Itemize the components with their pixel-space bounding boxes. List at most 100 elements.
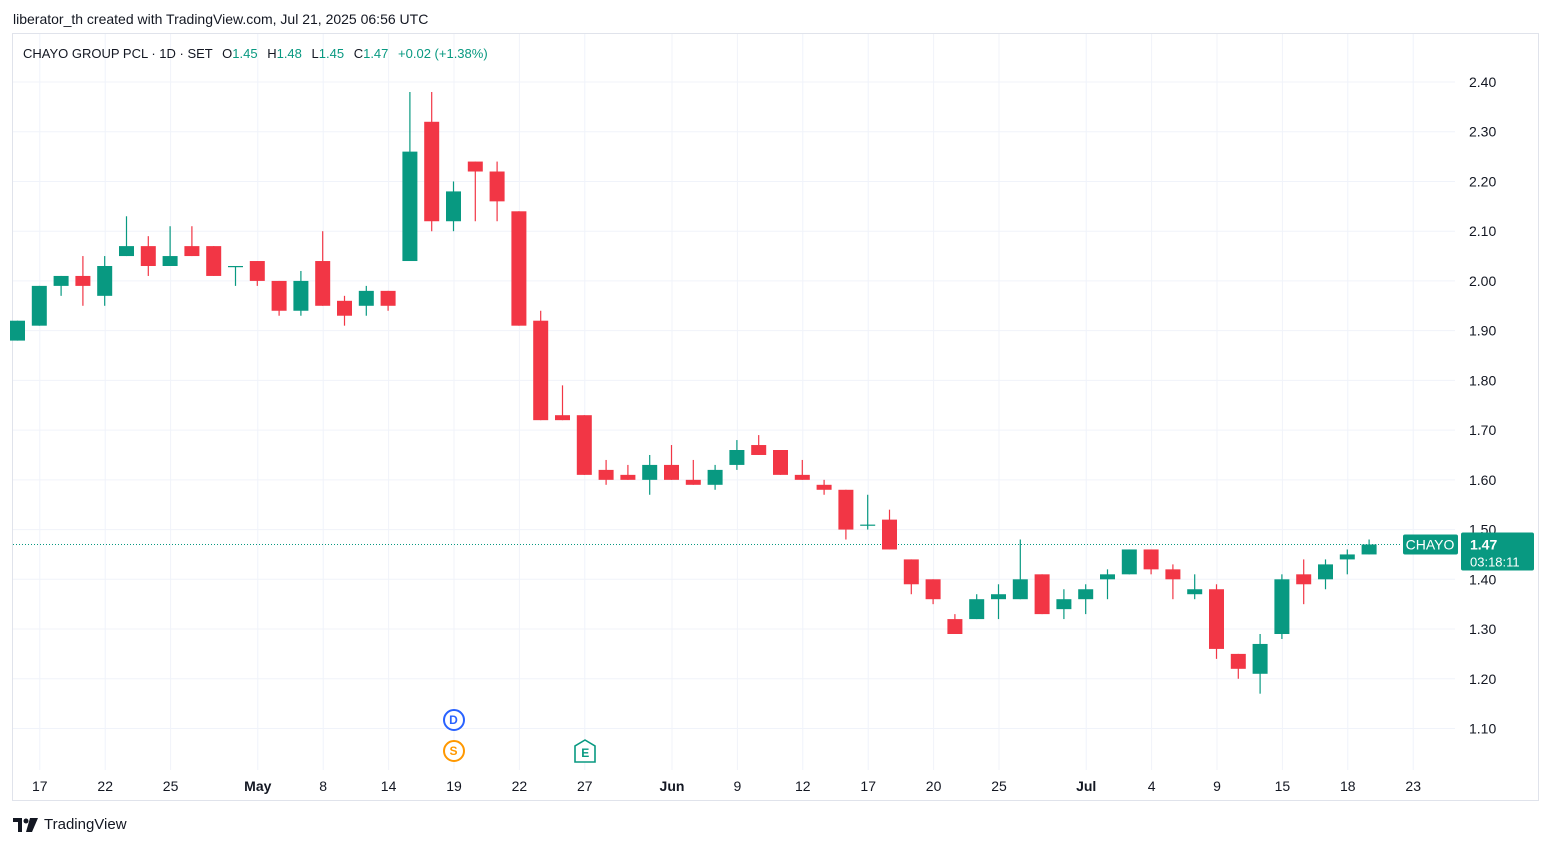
candle-body: [10, 320, 25, 341]
candle-body: [751, 445, 767, 455]
candle-body: [206, 246, 222, 276]
chart-grid: [13, 34, 1455, 770]
candle-body: [925, 579, 941, 600]
y-tick-label: 1.80: [1469, 372, 1496, 388]
candle-body: [380, 290, 396, 306]
candle: [31, 285, 47, 326]
footer-brand[interactable]: TradingView: [13, 816, 127, 833]
x-tick-label: 27: [577, 778, 593, 794]
candle: [1274, 574, 1290, 639]
candle: [337, 295, 352, 326]
y-tick-label: 2.00: [1469, 273, 1496, 289]
x-tick-label: Jun: [660, 778, 685, 794]
candle-body: [1100, 574, 1115, 580]
candle-body: [31, 285, 47, 326]
y-tick-label: 2.40: [1469, 74, 1496, 90]
candle: [773, 450, 788, 475]
candle: [1318, 559, 1333, 590]
price-tag-countdown: 03:18:11: [1470, 554, 1520, 569]
candle-body: [140, 246, 156, 267]
x-tick-label: 22: [512, 778, 528, 794]
candle: [685, 459, 701, 485]
candle-body: [729, 450, 745, 465]
candle-body: [1361, 544, 1377, 555]
candle: [860, 494, 876, 530]
candle-body: [685, 479, 701, 485]
candle: [707, 464, 723, 490]
candle-body: [249, 261, 265, 281]
dividend-event-icon[interactable]: D: [442, 709, 465, 731]
legend-close-label: C: [353, 46, 364, 61]
candle-body: [75, 275, 91, 286]
x-tick-label: 19: [446, 778, 462, 794]
candle: [620, 464, 636, 480]
candle-body: [53, 275, 69, 286]
candle: [729, 440, 745, 470]
chart-attribution: liberator_th created with TradingView.co…: [13, 11, 429, 27]
candle: [947, 614, 963, 635]
candle-body: [402, 151, 418, 262]
candle-body: [511, 211, 527, 326]
candle: [140, 236, 156, 276]
candle-body: [1252, 643, 1268, 674]
x-tick-label: 25: [163, 778, 179, 794]
candle-body: [1056, 599, 1072, 610]
candle: [119, 216, 134, 257]
candle: [402, 91, 418, 262]
candle: [1012, 539, 1028, 600]
price-axis: 1.101.201.301.401.501.601.701.801.902.00…: [1469, 74, 1496, 736]
candle-body: [991, 594, 1006, 600]
candle-body: [1274, 579, 1290, 635]
candle-body: [97, 266, 113, 296]
candle-body: [576, 415, 592, 475]
candle-body: [424, 121, 440, 222]
candle-body: [1143, 549, 1159, 570]
candle-body: [315, 261, 331, 306]
candle-body: [1012, 579, 1028, 600]
candle: [489, 161, 505, 222]
x-tick-label: Jul: [1076, 778, 1096, 794]
candle-body: [598, 469, 614, 480]
candle: [511, 211, 527, 326]
chart-legend: CHAYO GROUP PCL · 1D · SET O1.45 H1.48 L…: [23, 46, 488, 61]
candle-body: [773, 450, 788, 475]
candle: [293, 270, 309, 316]
candle: [1056, 589, 1072, 620]
y-tick-label: 1.30: [1469, 621, 1496, 637]
x-tick-label: 14: [381, 778, 397, 794]
candle-body: [1121, 549, 1137, 575]
candle: [206, 246, 222, 276]
candle: [1230, 653, 1246, 679]
candle-body: [358, 290, 374, 306]
y-tick-label: 2.30: [1469, 124, 1496, 140]
candle: [925, 579, 941, 605]
y-tick-label: 1.20: [1469, 671, 1496, 687]
candle: [794, 459, 810, 480]
candle: [1100, 569, 1115, 600]
candle: [969, 594, 985, 620]
candle-body: [555, 415, 570, 421]
x-tick-label: 20: [926, 778, 942, 794]
candle: [991, 584, 1006, 620]
split-event-label: S: [449, 744, 458, 758]
chart-frame: [12, 33, 1539, 801]
split-event-icon[interactable]: S: [442, 740, 465, 762]
legend-symbol[interactable]: CHAYO GROUP PCL · 1D · SET: [23, 46, 213, 61]
candle-body: [1165, 569, 1181, 580]
y-tick-label: 1.70: [1469, 422, 1496, 438]
candle-body: [533, 320, 549, 421]
y-tick-label: 1.40: [1469, 571, 1496, 587]
candle: [1187, 574, 1203, 600]
candle-body: [1034, 574, 1050, 615]
legend-high-label: H: [267, 46, 277, 61]
candle-body: [489, 171, 505, 202]
candle: [751, 435, 767, 455]
candles-layer: [10, 91, 1377, 694]
earnings-event-icon[interactable]: E: [574, 739, 597, 763]
candle: [1078, 584, 1094, 615]
candle: [1361, 539, 1377, 555]
candle: [97, 256, 113, 306]
candle: [1143, 549, 1159, 575]
candle: [184, 226, 200, 257]
